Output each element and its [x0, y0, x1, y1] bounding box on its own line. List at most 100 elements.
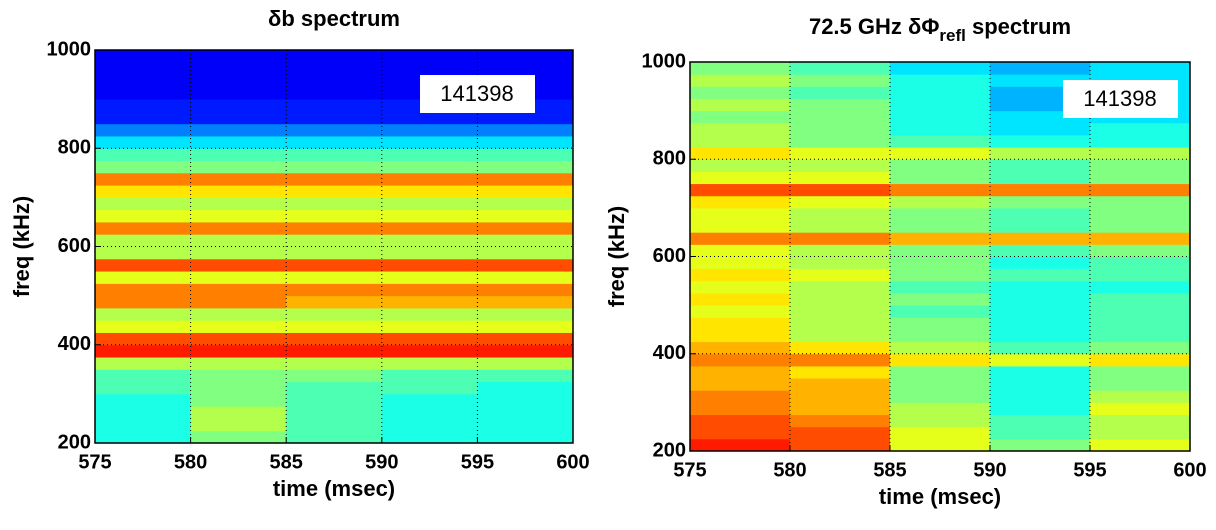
heat-cell: [477, 369, 574, 383]
heat-cell: [890, 426, 991, 440]
x-tick-label: 585: [270, 451, 303, 473]
heat-cell: [477, 406, 574, 419]
heat-cell: [790, 438, 891, 452]
heat-cell: [1090, 220, 1191, 233]
heat-cell: [190, 50, 287, 63]
heat-cell: [190, 307, 287, 321]
y-tick-label: 800: [58, 137, 91, 159]
heat-cell: [477, 393, 574, 407]
heat-cell: [1090, 195, 1191, 209]
heat-cell: [790, 232, 891, 245]
heat-cell: [95, 393, 192, 407]
heat-cell: [286, 332, 383, 346]
heat-cell: [690, 317, 791, 330]
heat-cell: [690, 183, 791, 197]
heat-cell: [990, 292, 1091, 306]
heat-cell: [286, 320, 383, 333]
heat-cell: [790, 390, 891, 403]
heat-cell: [990, 280, 1091, 294]
heat-cell: [990, 317, 1091, 330]
heat-cell: [690, 256, 791, 270]
heat-cell: [990, 353, 1091, 367]
heat-cell: [95, 295, 192, 309]
annotation-box: [1063, 80, 1178, 118]
heat-cell: [890, 86, 991, 99]
heat-cell: [477, 234, 574, 247]
y-tick-label: 400: [58, 333, 91, 355]
heat-cell: [890, 207, 991, 221]
heat-cell: [190, 418, 287, 432]
heat-cell: [286, 258, 383, 272]
heat-cell: [477, 430, 574, 444]
heat-cell: [990, 390, 1091, 403]
heat-cell: [477, 320, 574, 333]
heat-cell: [286, 160, 383, 174]
heat-cell: [477, 221, 574, 235]
heat-cell: [286, 418, 383, 432]
heat-cell: [477, 246, 574, 260]
heat-cell: [190, 357, 287, 370]
heat-cell: [990, 305, 1091, 318]
heat-cell: [381, 111, 478, 125]
heat-cell: [190, 332, 287, 346]
heat-cell: [95, 111, 192, 125]
y-tick-label: 1000: [642, 50, 687, 72]
heat-cell: [286, 406, 383, 419]
heat-cell: [890, 122, 991, 136]
heat-cell: [690, 268, 791, 282]
heat-cell: [286, 62, 383, 76]
axes-frame: [94, 49, 574, 444]
heat-cell: [990, 171, 1091, 185]
heat-cell: [890, 305, 991, 318]
heat-cell: [1090, 134, 1191, 148]
heat-cell: [890, 159, 991, 172]
y-axis-label: freq (kHz): [9, 196, 34, 297]
y-tick-label: 800: [653, 148, 686, 170]
heat-cell: [381, 50, 478, 63]
x-tick-label: 575: [78, 451, 111, 473]
heat-cell: [286, 99, 383, 112]
heat-cell: [381, 62, 478, 76]
heat-cell: [381, 430, 478, 444]
heat-cell: [95, 234, 192, 247]
heat-cell: [1090, 353, 1191, 367]
title-subscript: refl: [939, 26, 965, 45]
heat-cell: [95, 62, 192, 76]
heat-cell: [190, 381, 287, 395]
heat-cell: [790, 62, 891, 75]
heat-cell: [890, 365, 991, 379]
heat-cell: [890, 62, 991, 75]
heat-cell: [190, 197, 287, 211]
heat-cell: [890, 317, 991, 330]
heat-cell: [477, 209, 574, 223]
x-axis-label: time (msec): [879, 484, 1001, 509]
heat-cell: [381, 283, 478, 297]
heat-cell: [1090, 171, 1191, 185]
heat-cell: [95, 99, 192, 112]
heat-cell: [1090, 414, 1191, 428]
heat-cell: [95, 246, 192, 260]
heat-cell: [286, 246, 383, 260]
heat-cell: [190, 369, 287, 383]
heat-cell: [1090, 365, 1191, 379]
heat-cell: [790, 207, 891, 221]
heat-cell: [190, 148, 287, 162]
heat-cell: [286, 74, 383, 88]
heat-cell: [990, 195, 1091, 209]
heat-cell: [890, 280, 991, 294]
heat-cell: [286, 357, 383, 370]
heat-cell: [1090, 207, 1191, 221]
heat-cell: [990, 134, 1091, 148]
heat-cell: [790, 317, 891, 330]
heat-cell: [477, 307, 574, 321]
heat-cell: [1090, 378, 1191, 391]
heat-cell: [690, 353, 791, 367]
heat-cell: [890, 390, 991, 403]
heat-cell: [890, 329, 991, 343]
heat-cell: [790, 110, 891, 124]
heat-cell: [990, 378, 1091, 391]
heat-cell: [477, 197, 574, 211]
heat-cell: [381, 406, 478, 419]
y-tick-label: 200: [653, 439, 686, 461]
heat-cell: [381, 295, 478, 309]
